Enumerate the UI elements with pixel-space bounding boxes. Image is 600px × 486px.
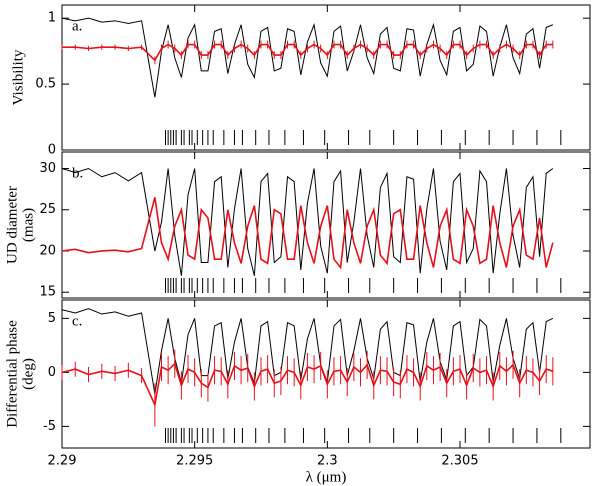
series-line bbox=[61, 17, 554, 98]
x-tick-label: 2.29 bbox=[48, 454, 77, 469]
series-line bbox=[61, 197, 554, 270]
y-axis-label: (mas) bbox=[20, 208, 36, 242]
series-line bbox=[61, 308, 554, 395]
y-tick-label: 30 bbox=[39, 161, 56, 176]
y-axis-label: UD diameter bbox=[4, 186, 20, 264]
y-axis-label: (deg) bbox=[20, 358, 36, 390]
panel-label: b. bbox=[72, 165, 83, 181]
x-axis-label: λ (μm) bbox=[306, 469, 347, 485]
x-tick-label: 2.3 bbox=[317, 454, 338, 469]
panel-frame bbox=[61, 4, 591, 151]
y-tick-label: 5 bbox=[48, 311, 56, 326]
panel-frame bbox=[61, 151, 591, 299]
y-tick-label: 20 bbox=[39, 243, 56, 258]
x-tick-label: 2.305 bbox=[441, 454, 478, 469]
y-tick-label: 0.5 bbox=[35, 77, 56, 92]
y-tick-label: 15 bbox=[39, 285, 56, 300]
y-tick-label: -5 bbox=[43, 419, 56, 434]
panel-label: a. bbox=[72, 18, 82, 34]
panel-label: c. bbox=[72, 313, 82, 329]
y-tick-label: 0 bbox=[48, 143, 56, 158]
y-tick-label: 1 bbox=[48, 11, 56, 26]
y-axis-label: Visibility bbox=[10, 49, 26, 105]
y-tick-label: 0 bbox=[48, 365, 56, 380]
series-line bbox=[62, 43, 553, 62]
y-tick-label: 25 bbox=[39, 202, 56, 217]
y-axis-label: Differential phase bbox=[4, 320, 20, 428]
x-tick-label: 2.295 bbox=[176, 454, 213, 469]
series-line bbox=[61, 362, 554, 408]
